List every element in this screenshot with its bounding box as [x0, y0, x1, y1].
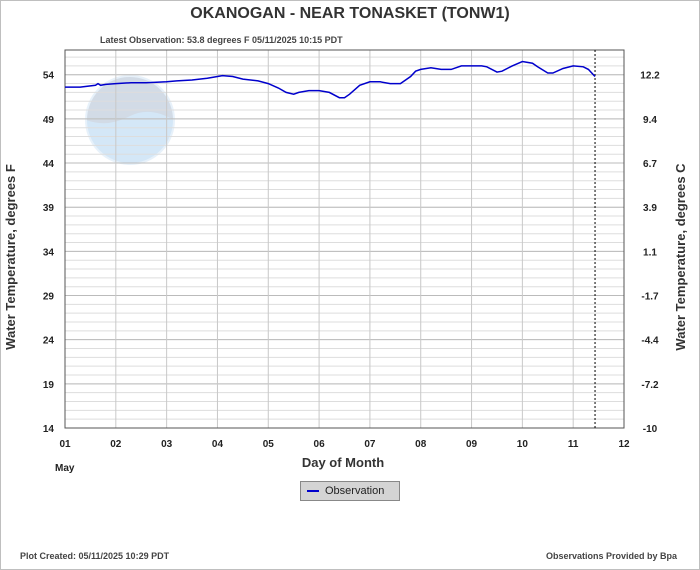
y-tick-label-left: 39 — [43, 203, 55, 214]
y-tick-label-right: -7.2 — [641, 380, 659, 391]
y-axis-label-right: Water Temperature, degrees C — [673, 163, 688, 351]
y-axis-left-ticks: 14 19 24 29 34 39 44 49 54 — [43, 71, 55, 435]
legend: Observation — [300, 481, 400, 501]
footer-plot-created: Plot Created: 05/11/2025 10:29 PDT — [20, 551, 170, 561]
chart-title: OKANOGAN - NEAR TONASKET (TONW1) — [190, 5, 509, 22]
x-tick-label: 05 — [263, 439, 275, 450]
x-tick-label: 06 — [314, 439, 326, 450]
y-tick-label-right: -10 — [643, 424, 658, 435]
legend-swatch-observation — [307, 490, 319, 492]
y-axis-right-ticks: -10 -7.2 -4.4 -1.7 1.1 3.9 6.7 9.4 12.2 — [640, 71, 660, 435]
x-tick-label: 04 — [212, 439, 224, 450]
month-label: May — [55, 463, 75, 474]
x-axis-label: Day of Month — [302, 455, 384, 470]
chart-subtitle: Latest Observation: 53.8 degrees F 05/11… — [100, 35, 343, 45]
y-tick-label-right: 1.1 — [643, 247, 657, 258]
x-tick-label: 08 — [415, 439, 427, 450]
x-tick-label: 07 — [364, 439, 376, 450]
y-tick-label-left: 54 — [43, 71, 55, 82]
y-tick-label-right: 9.4 — [643, 115, 657, 126]
y-tick-label-left: 29 — [43, 292, 55, 303]
y-tick-label-right: 3.9 — [643, 203, 657, 214]
x-tick-label: 10 — [517, 439, 529, 450]
x-axis-ticks: 01 02 03 04 05 06 07 08 09 10 11 12 — [59, 439, 630, 450]
noaa-watermark-logo — [85, 75, 175, 165]
y-axis-label-left: Water Temperature, degrees F — [3, 164, 18, 350]
series-line-observation — [65, 60, 596, 99]
x-tick-label: 01 — [59, 439, 71, 450]
footer-provider: Observations Provided by Bpa — [546, 551, 678, 561]
y-tick-label-left: 14 — [43, 424, 55, 435]
y-tick-label-left: 34 — [43, 247, 55, 258]
y-tick-label-left: 49 — [43, 115, 55, 126]
y-tick-label-left: 24 — [43, 336, 55, 347]
plot-area-border — [64, 49, 625, 429]
x-tick-label: 11 — [568, 439, 579, 450]
x-tick-label: 09 — [466, 439, 478, 450]
y-tick-label-left: 44 — [43, 159, 55, 170]
y-tick-label-right: 6.7 — [643, 159, 657, 170]
y-tick-label-right: -4.4 — [641, 336, 659, 347]
x-tick-label: 12 — [618, 439, 630, 450]
x-tick-label: 02 — [110, 439, 122, 450]
x-tick-label: 03 — [161, 439, 173, 450]
y-tick-label-right: 12.2 — [640, 71, 660, 82]
legend-label-observation: Observation — [325, 485, 385, 497]
y-tick-label-right: -1.7 — [641, 292, 659, 303]
y-tick-label-left: 19 — [43, 380, 55, 391]
